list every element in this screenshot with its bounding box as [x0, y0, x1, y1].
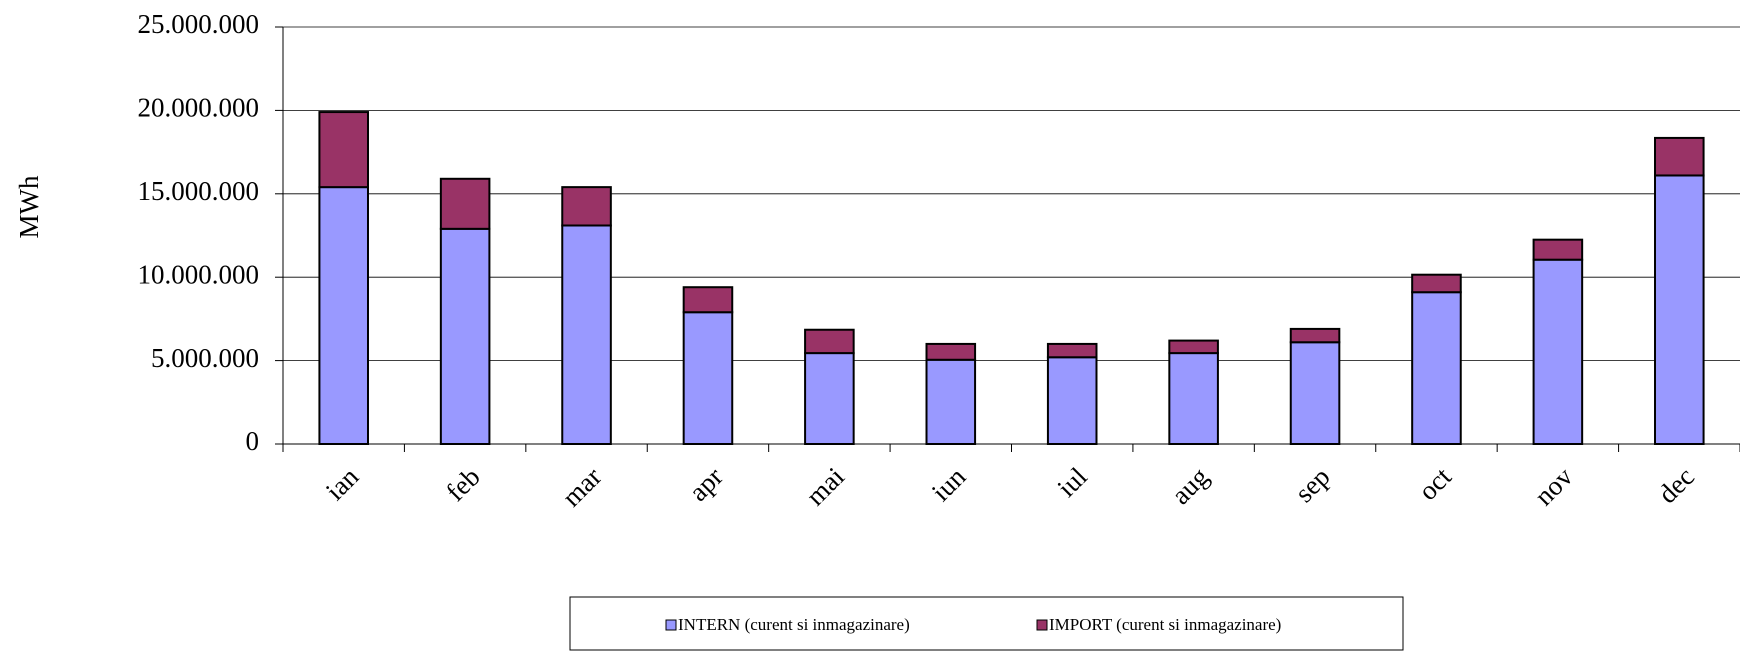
bar: [318, 111, 369, 189]
bar: [1046, 342, 1098, 359]
bar: [1046, 356, 1098, 446]
bar: [439, 227, 491, 445]
bar: [1532, 238, 1584, 261]
y-tick-label: 25.000.000: [138, 9, 260, 39]
x-tick-label: mar: [556, 461, 607, 512]
bar: [682, 311, 734, 445]
y-tick-label: 10.000.000: [138, 259, 260, 289]
bar: [804, 328, 855, 355]
bar: [1411, 273, 1462, 294]
legend-label: INTERN (curent si inmagazinare): [678, 615, 910, 634]
x-tick-label: ian: [320, 461, 365, 506]
bar: [1411, 291, 1462, 445]
x-tick-label: nov: [1529, 461, 1579, 511]
x-tick-label: sep: [1289, 461, 1336, 508]
x-tick-label: iun: [926, 461, 972, 507]
bar: [318, 186, 369, 446]
y-tick-label: 5.000.000: [151, 343, 259, 373]
bar: [1532, 258, 1584, 445]
y-tick-label: 0: [246, 426, 260, 456]
bar: [1654, 136, 1705, 177]
legend-label: IMPORT (curent si inmagazinare): [1049, 615, 1281, 634]
bar: [561, 224, 612, 445]
bar: [561, 186, 612, 227]
legend-swatch: [1036, 619, 1048, 631]
bar: [1289, 327, 1341, 344]
bar: [1168, 352, 1219, 445]
bar: [925, 358, 977, 445]
bar: [1654, 174, 1705, 445]
bar: [804, 352, 855, 445]
bar: [1289, 341, 1341, 446]
bar: [682, 286, 734, 314]
x-tick-label: feb: [440, 461, 486, 507]
x-tick-label: apr: [683, 461, 729, 507]
y-tick-label: 20.000.000: [138, 93, 260, 123]
legend-swatch: [665, 619, 677, 631]
x-tick-label: mai: [800, 461, 850, 511]
x-tick-label: dec: [1652, 461, 1700, 509]
legend-box: [569, 596, 1404, 651]
bar: [1168, 339, 1219, 355]
x-tick-label: iul: [1051, 461, 1092, 502]
x-tick-label: aug: [1165, 461, 1214, 510]
y-tick-label: 15.000.000: [138, 176, 260, 206]
x-tick-label: oct: [1413, 461, 1458, 506]
bar: [925, 342, 977, 361]
y-axis-label: MWh: [14, 175, 44, 238]
bar: [439, 177, 491, 230]
